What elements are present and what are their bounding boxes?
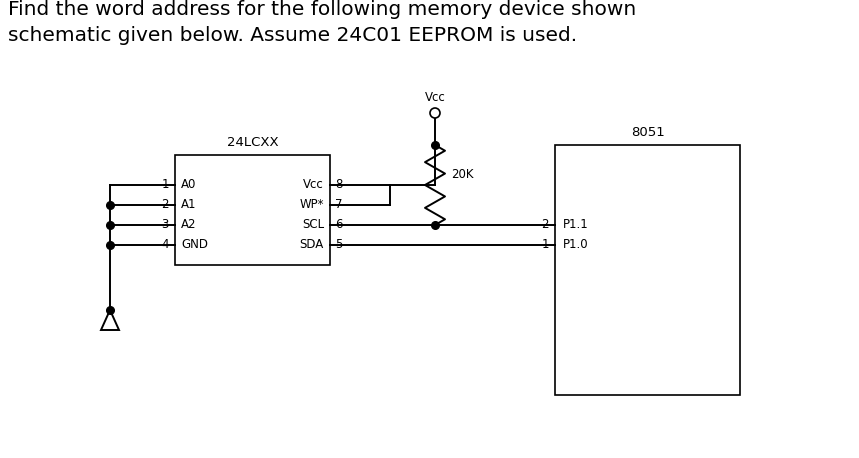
Text: 7: 7	[335, 198, 343, 212]
Text: schematic given below. Assume 24C01 EEPROM is used.: schematic given below. Assume 24C01 EEPR…	[8, 26, 577, 45]
Polygon shape	[101, 310, 119, 330]
Text: P1.1: P1.1	[563, 218, 588, 231]
Text: 2: 2	[161, 198, 169, 212]
Text: A1: A1	[181, 198, 197, 212]
Text: GND: GND	[181, 239, 208, 251]
Text: 8051: 8051	[631, 126, 664, 139]
Circle shape	[430, 108, 440, 118]
Text: Find the word address for the following memory device shown: Find the word address for the following …	[8, 0, 637, 19]
Text: 1: 1	[161, 179, 169, 191]
Bar	[555, 145, 740, 395]
Text: Vcc: Vcc	[303, 179, 324, 191]
Text: Vcc: Vcc	[424, 91, 445, 104]
Text: 4: 4	[161, 239, 169, 251]
Text: SDA: SDA	[300, 239, 324, 251]
Text: 2: 2	[541, 218, 549, 231]
Bar	[175, 155, 330, 265]
Text: 3: 3	[161, 218, 169, 231]
Text: 24LCXX: 24LCXX	[227, 136, 278, 149]
Text: P1.0: P1.0	[563, 239, 588, 251]
Text: A2: A2	[181, 218, 197, 231]
Text: SCL: SCL	[302, 218, 324, 231]
Text: WP*: WP*	[300, 198, 324, 212]
Text: 5: 5	[335, 239, 343, 251]
Text: A0: A0	[181, 179, 197, 191]
Text: 6: 6	[335, 218, 343, 231]
Text: 1: 1	[541, 239, 549, 251]
Text: 20K: 20K	[451, 169, 473, 181]
Text: 8: 8	[335, 179, 343, 191]
